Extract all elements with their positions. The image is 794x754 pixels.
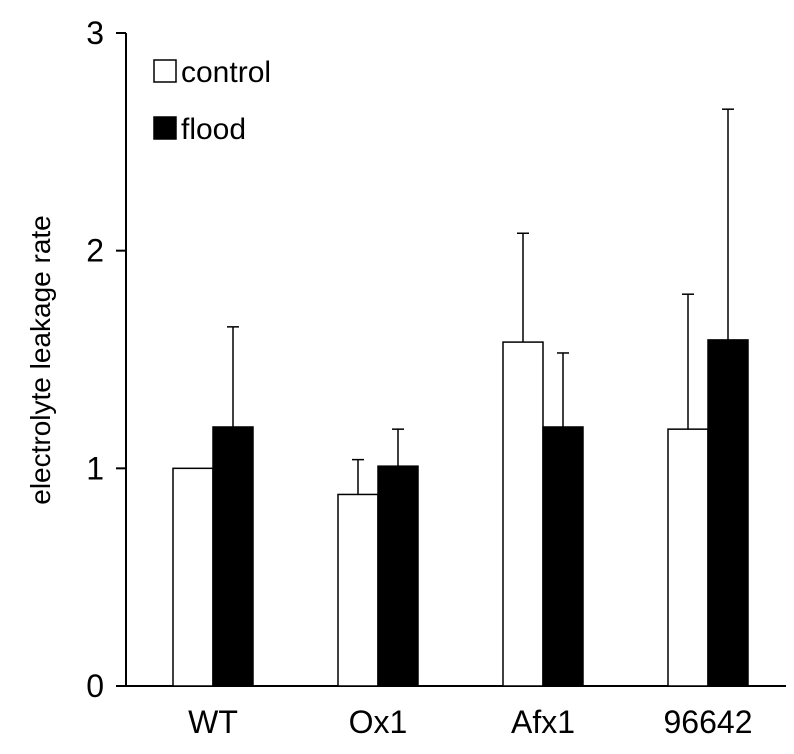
bar-flood-WT (212, 426, 254, 687)
bar-control-Ox1 (337, 493, 379, 687)
bar-control-Afx1 (502, 341, 544, 687)
y-tick-label: 0 (86, 668, 104, 704)
x-category-label: Afx1 (511, 704, 575, 740)
legend-label-flood: flood (181, 113, 246, 146)
legend-swatch-flood (153, 116, 177, 140)
y-tick-label: 2 (86, 233, 104, 269)
bar-flood-Afx1 (542, 426, 584, 687)
x-category-label: 96642 (664, 704, 753, 740)
x-category-label: Ox1 (349, 704, 408, 740)
bar-flood-96642 (707, 339, 749, 687)
legend-label-control: control (181, 56, 271, 89)
bar-flood-Ox1 (377, 465, 419, 687)
plot-area: 0 1 2 3 WT Ox1 Afx1 96642 control flood (86, 15, 786, 740)
x-category-label: WT (188, 704, 238, 740)
y-tick-label: 1 (86, 450, 104, 486)
y-tick-label: 3 (86, 15, 104, 51)
bar-control-WT (172, 467, 214, 687)
y-axis-title: electrolyte leakage rate (25, 215, 56, 505)
legend-swatch-control (153, 59, 177, 83)
bar-control-96642 (667, 428, 709, 687)
